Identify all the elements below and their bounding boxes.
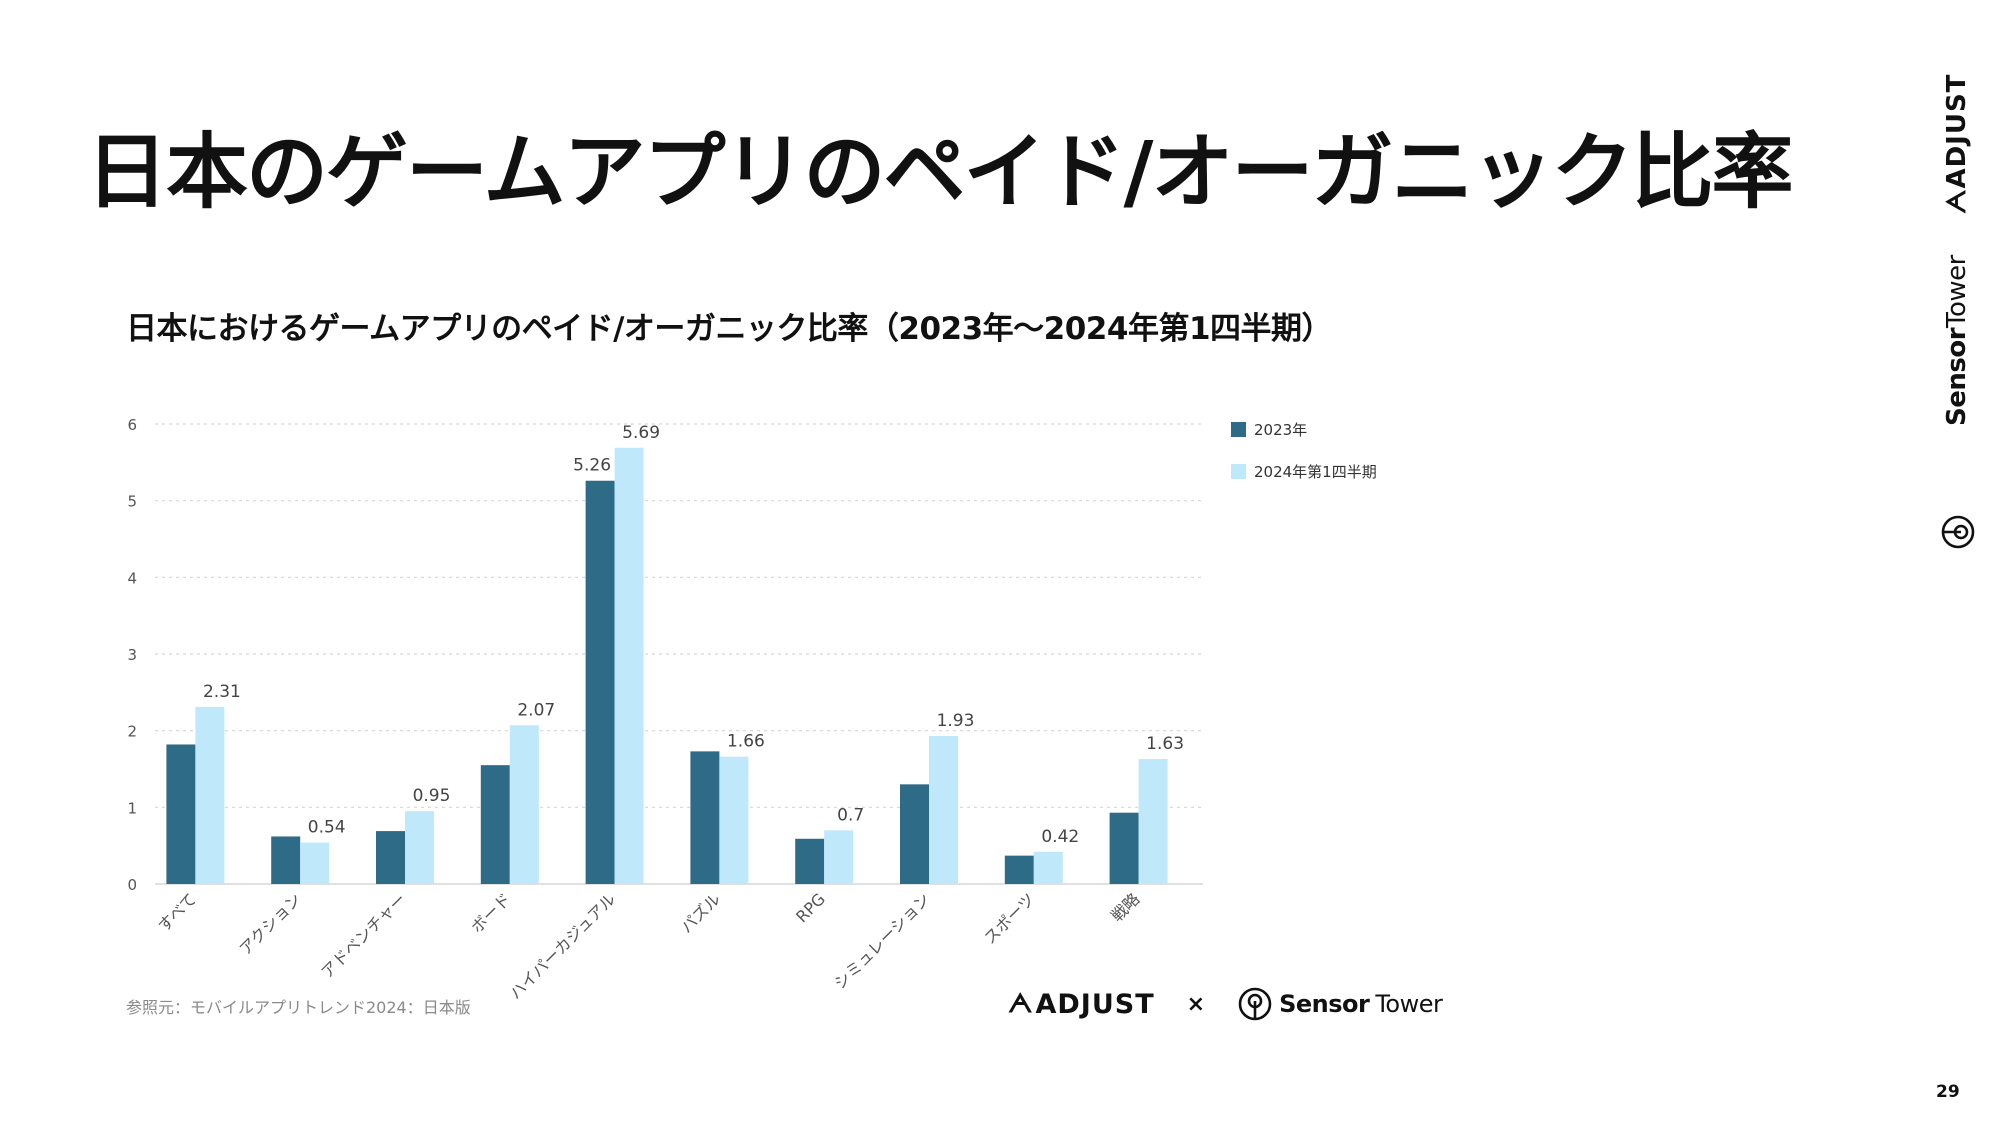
data-label: 0.7	[837, 805, 864, 825]
data-label: 0.42	[1041, 827, 1079, 847]
bar-2023	[376, 831, 405, 884]
sensor-tower-icon	[1238, 987, 1272, 1021]
data-label: 0.54	[308, 818, 346, 838]
y-tick-label: 3	[127, 646, 137, 664]
bar-2023	[480, 765, 510, 884]
y-tick-label: 5	[127, 493, 137, 511]
bar-2023	[690, 751, 720, 884]
bar-2023	[1109, 812, 1139, 884]
bar-2024q1	[300, 842, 330, 884]
side-sensor-text: Sensor	[1942, 327, 1972, 426]
bar-2023	[900, 784, 929, 884]
side-adjust-text: ADJUST	[1942, 73, 1972, 189]
bar-2023	[585, 480, 615, 884]
bar-2024q1	[929, 736, 958, 884]
y-tick-label: 6	[127, 416, 137, 434]
x-tick-label: シミュレーション	[830, 889, 934, 993]
side-tower-text: Tower	[1942, 255, 1972, 328]
page-title: 日本のゲームアプリのペイド/オーガニック比率	[86, 125, 1793, 220]
bar-2023	[271, 836, 301, 884]
x-tick-label: 戦略	[1107, 889, 1143, 925]
adjust-logo-text: ADJUST	[1035, 988, 1155, 1020]
side-adjust-logo: ᗅADJUST	[1942, 74, 1973, 214]
sensor-tower-logo: Sensor Tower	[1237, 986, 1443, 1022]
bar-2024q1	[405, 811, 434, 884]
side-sensor-tower-icon	[1941, 515, 1975, 549]
data-label: 5.26	[573, 456, 611, 476]
sensor-tower-tower-text: Tower	[1375, 990, 1443, 1018]
bar-2024q1	[509, 725, 539, 884]
x-tick-label: RPG	[792, 889, 829, 926]
legend-label: 2024年第1四半期	[1254, 463, 1377, 481]
data-label: 5.69	[622, 423, 660, 443]
data-label: 0.95	[413, 786, 451, 806]
x-tick-label: すべて	[154, 889, 200, 935]
x-tick-label: ハイパーカジュアル	[506, 889, 620, 1003]
bar-2024q1	[614, 447, 644, 884]
adjust-logo: ᗅ ADJUST	[1008, 989, 1155, 1020]
data-label: 2.07	[517, 700, 555, 720]
x-tick-label: アドベンチャー	[317, 889, 410, 982]
x-tick-label: ボード	[467, 889, 514, 936]
data-label: 1.63	[1146, 734, 1184, 754]
source-note: 参照元：モバイルアプリトレンド2024：日本版	[126, 998, 471, 1017]
data-label: 1.93	[937, 711, 975, 731]
bar-2024q1	[1033, 851, 1063, 884]
sensor-tower-sensor-text: Sensor	[1279, 990, 1370, 1018]
page-number: 29	[1936, 1082, 1960, 1102]
side-adjust-mark-icon: ᗅ	[1942, 188, 1972, 214]
data-label: 1.66	[727, 732, 765, 752]
chart-title: 日本におけるゲームアプリのペイド/オーガニック比率（2023年〜2024年第1四…	[126, 311, 1333, 347]
times-sign: ×	[1186, 991, 1206, 1017]
legend-swatch	[1231, 464, 1246, 479]
y-tick-label: 0	[127, 876, 137, 894]
x-tick-label: パズル	[677, 889, 724, 936]
y-tick-label: 4	[127, 569, 137, 587]
bar-2024q1	[824, 830, 854, 884]
bar-2024q1	[1138, 759, 1168, 884]
legend-label: 2023年	[1254, 421, 1307, 439]
y-tick-label: 2	[127, 723, 137, 741]
bar-2024q1	[719, 756, 749, 884]
data-label: 2.31	[203, 682, 241, 702]
bar-2023	[166, 744, 196, 884]
side-brand: ᗅADJUST SensorTower	[1938, 74, 1978, 549]
adjust-mark-icon: ᗅ	[1008, 988, 1034, 1019]
x-tick-label: スポーツ	[980, 889, 1038, 947]
bar-2023	[795, 838, 825, 884]
x-tick-label: アクション	[236, 889, 305, 958]
y-tick-label: 1	[127, 799, 137, 817]
bar-2024q1	[195, 706, 225, 884]
legend-swatch	[1231, 422, 1246, 437]
bar-2023	[1004, 855, 1034, 884]
side-sensor-tower-logo: SensorTower	[1942, 255, 1972, 426]
footer-logos: ᗅ ADJUST × Sensor Tower	[1008, 982, 1443, 1026]
